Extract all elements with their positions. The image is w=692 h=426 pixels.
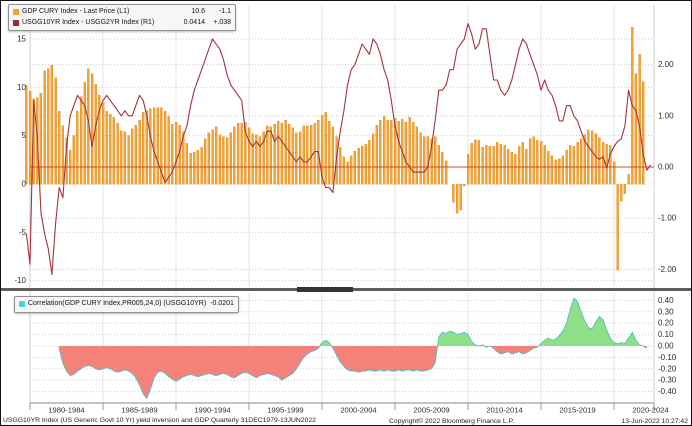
splitter-grip-icon[interactable] (297, 287, 353, 292)
svg-text:15: 15 (17, 34, 26, 43)
svg-text:0.10: 0.10 (658, 330, 674, 339)
svg-text:0: 0 (22, 180, 27, 189)
svg-text:2020-2024: 2020-2024 (632, 406, 668, 415)
svg-text:2015-2019: 2015-2019 (559, 406, 595, 415)
svg-text:-0.20: -0.20 (658, 364, 677, 373)
svg-text:-10: -10 (14, 276, 26, 285)
svg-text:-0.10: -0.10 (658, 353, 677, 362)
panel-splitter[interactable] (1, 287, 691, 292)
svg-text:5: 5 (22, 131, 27, 140)
main-legend[interactable]: GDP CURY Index - Last Price (L1) 10.6 -1… (8, 4, 236, 31)
svg-text:10: 10 (17, 83, 26, 92)
svg-text:1990-1994: 1990-1994 (194, 406, 230, 415)
svg-text:-5: -5 (19, 228, 27, 237)
svg-text:1980-1984: 1980-1984 (48, 406, 84, 415)
legend-row-correlation[interactable]: Correlation(GDP CURY Index,PR005,24,0) (… (19, 299, 234, 310)
correlation-series-swatch-icon (19, 301, 25, 308)
chart-description: USGG10YR Index (US Generic Govt 10 Yr) y… (3, 417, 316, 424)
svg-text:0.00: 0.00 (658, 342, 674, 351)
svg-text:-0.40: -0.40 (658, 387, 677, 396)
gdp-series-change: -1.1 (218, 8, 231, 15)
gdp-series-swatch-icon (13, 9, 19, 16)
spread-series-last-value: 0.0414 (183, 18, 205, 26)
svg-text:0.20: 0.20 (658, 319, 674, 328)
correlation-legend[interactable]: Correlation(GDP CURY Index,PR005,24,0) (… (14, 296, 239, 313)
svg-text:2000-2004: 2000-2004 (340, 406, 376, 415)
svg-text:-2.00: -2.00 (658, 265, 677, 274)
svg-text:0.30: 0.30 (658, 307, 674, 316)
gdp-series-last-value: 10.6 (191, 8, 205, 15)
svg-text:2.00: 2.00 (658, 60, 674, 69)
correlation-last-value: -0.0201 (210, 300, 234, 307)
spread-series-swatch-icon (13, 19, 19, 26)
svg-text:0.00: 0.00 (658, 163, 674, 172)
legend-row-spread[interactable]: USGG10YR Index - USGG2YR Index (R1) 0.04… (13, 18, 231, 29)
svg-text:1995-1999: 1995-1999 (267, 406, 303, 415)
svg-text:1.00: 1.00 (658, 111, 674, 120)
spread-series-change: +.038 (213, 18, 231, 26)
legend-row-gdp[interactable]: GDP CURY Index - Last Price (L1) 10.6 -1… (13, 7, 231, 18)
svg-text:-0.30: -0.30 (658, 376, 677, 385)
svg-text:0.40: 0.40 (658, 296, 674, 305)
timestamp: 13-Jun-2022 10:27:42 (621, 418, 688, 425)
spread-series-label: USGG10YR Index - USGG2YR Index (R1) (22, 18, 155, 26)
svg-text:2010-2014: 2010-2014 (486, 406, 522, 415)
gdp-series-label: GDP CURY Index - Last Price (L1) (22, 8, 130, 15)
correlation-series-label: Correlation(GDP CURY Index,PR005,24,0) (… (28, 300, 207, 307)
copyright-notice: Copyright© 2022 Bloomberg Finance L.P. (389, 418, 515, 425)
svg-text:2005-2009: 2005-2009 (413, 406, 449, 415)
svg-text:1985-1989: 1985-1989 (121, 406, 157, 415)
svg-text:-1.00: -1.00 (658, 214, 677, 223)
